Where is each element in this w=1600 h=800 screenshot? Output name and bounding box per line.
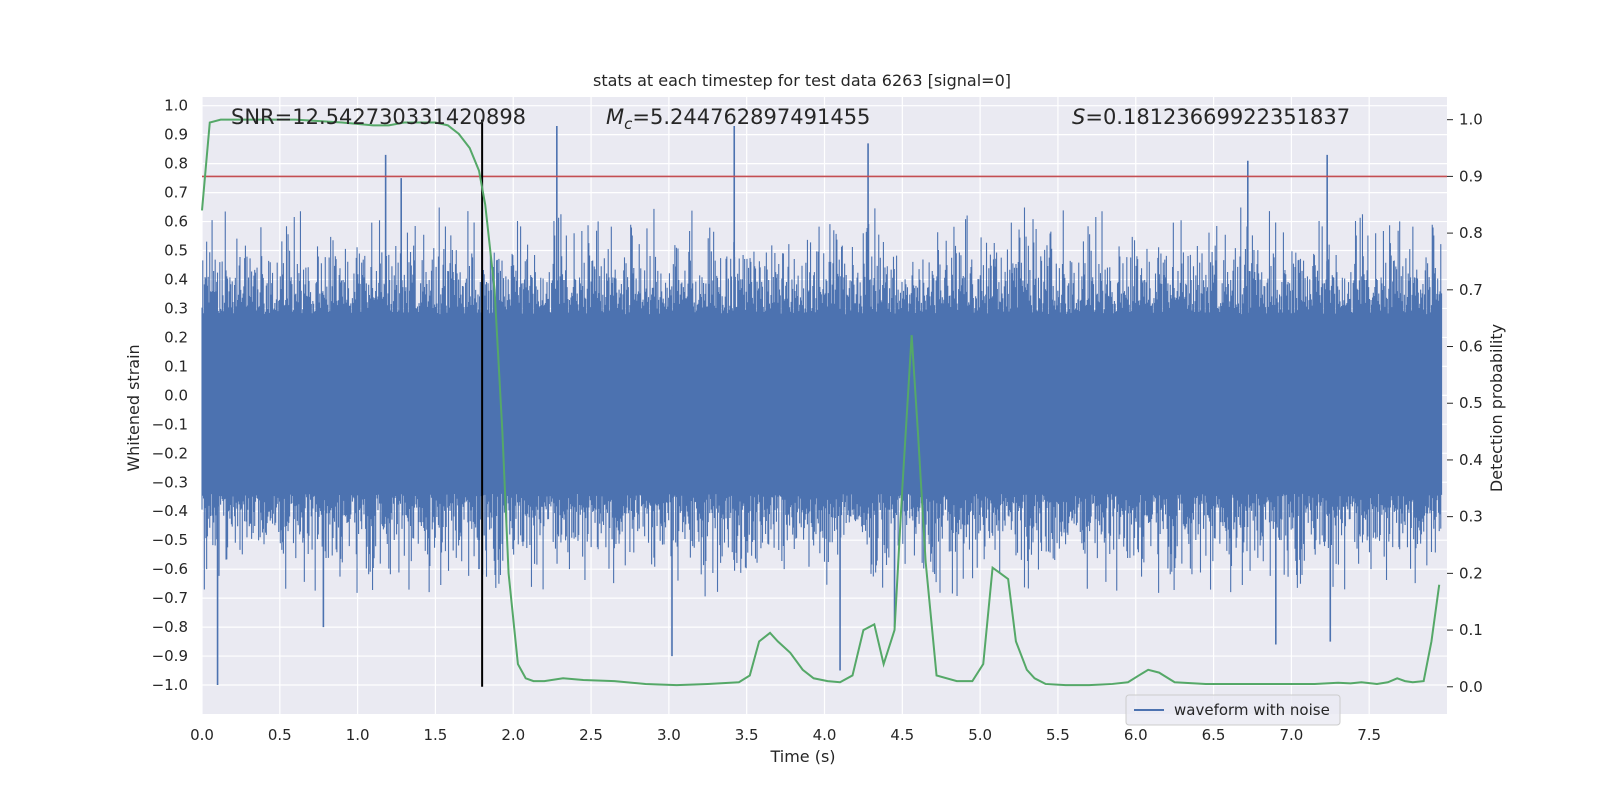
y-left-tick-label: 1.0 [164, 97, 188, 115]
x-tick-label: 3.0 [657, 726, 681, 744]
x-tick-label: 1.0 [346, 726, 370, 744]
chart-title: stats at each timestep for test data 626… [593, 71, 1011, 90]
y-left-tick-label: 0.8 [164, 155, 188, 173]
y-right-tick-label: 0.5 [1459, 394, 1483, 412]
x-tick-label: 3.5 [735, 726, 759, 744]
y-right-tick-label: 0.9 [1459, 167, 1483, 185]
x-tick-label: 2.5 [579, 726, 603, 744]
y-left-tick-label: 0.3 [164, 299, 188, 317]
x-tick-label: 0.5 [268, 726, 292, 744]
waveform-series [201, 125, 1443, 686]
x-axis-label: Time (s) [769, 747, 835, 766]
y-right-tick-label: 0.0 [1459, 678, 1483, 696]
x-tick-label: 6.0 [1124, 726, 1148, 744]
y-left-tick-label: 0.4 [164, 270, 188, 288]
detection-probability-line [201, 118, 1441, 687]
x-tick-label: 1.5 [424, 726, 448, 744]
y-left-tick-label: 0.1 [164, 357, 188, 375]
y-left-tick-label: −0.4 [152, 502, 188, 520]
x-tick-label: 7.0 [1279, 726, 1303, 744]
x-tick-label: 4.5 [890, 726, 914, 744]
overlay-lines [202, 119, 1447, 687]
y-left-tick-label: −1.0 [152, 676, 188, 694]
y-left-tick-label: 0.2 [164, 328, 188, 346]
legend: waveform with noise [1125, 694, 1341, 726]
y-left-tick-label: 0.0 [164, 386, 188, 404]
y-axis-label-right: Detection probability [1487, 324, 1506, 492]
y-left-tick-label: 0.5 [164, 242, 188, 260]
y-left-tick-label: −0.1 [152, 415, 188, 433]
y-right-tick-label: 0.3 [1459, 508, 1483, 526]
s-annotation: S=0.18123669922351837 [1072, 105, 1350, 129]
legend-box [1125, 694, 1341, 726]
mc-value: =5.244762897491455 [632, 105, 870, 129]
x-tick-label: 7.5 [1357, 726, 1381, 744]
y-left-tick-label: −0.2 [152, 444, 188, 462]
x-tick-label: 0.0 [190, 726, 214, 744]
y-axis-label-left: Whitened strain [124, 344, 143, 471]
snr-annotation: SNR=12.542730331420898 [231, 105, 526, 129]
y-left-tick-label: −0.6 [152, 560, 188, 578]
y-left-tick-label: −0.9 [152, 647, 188, 665]
x-tick-label: 6.5 [1202, 726, 1226, 744]
y-right-tick-label: 0.4 [1459, 451, 1483, 469]
x-axis: 0.0 0.5 1.0 1.5 2.0 2.5 3.0 3.5 4.0 4.5 5.0 5.5 6.0 6… [190, 726, 1381, 744]
y-right-tick-label: 0.7 [1459, 281, 1483, 299]
y-axis-right: 1.0 0.9 0.8 0.7 0.6 0.5 0.4 0.3 0.2 0.1 0.0 [1447, 111, 1483, 696]
y-left-tick-label: −0.3 [152, 473, 188, 491]
legend-label: waveform with noise [1174, 701, 1330, 719]
chirp-mass-annotation: Mc=5.244762897491455 [606, 105, 870, 133]
x-tick-label: 4.0 [813, 726, 837, 744]
y-left-tick-label: 0.9 [164, 126, 188, 144]
x-tick-label: 2.0 [501, 726, 525, 744]
mc-symbol: M [606, 105, 624, 129]
detection-probability-series [201, 118, 1441, 687]
y-axis-left: 1.0 0.9 0.8 0.7 0.6 0.5 0.4 0.3 0.2 0.1 0.0 −0.1 −0.… [152, 97, 188, 694]
y-right-tick-label: 1.0 [1459, 111, 1483, 129]
y-right-tick-label: 0.1 [1459, 621, 1483, 639]
x-tick-label: 5.5 [1046, 726, 1070, 744]
y-left-tick-label: 0.7 [164, 184, 188, 202]
y-right-tick-label: 0.6 [1459, 338, 1483, 356]
y-left-tick-label: −0.5 [152, 531, 188, 549]
mc-subscript: c [624, 115, 633, 133]
s-symbol: S [1072, 105, 1085, 129]
waveform-noise-path [201, 207, 1443, 597]
x-tick-label: 5.0 [968, 726, 992, 744]
y-left-tick-label: −0.8 [152, 618, 188, 636]
y-right-tick-label: 0.8 [1459, 224, 1483, 242]
y-left-tick-label: −0.7 [152, 589, 188, 607]
y-left-tick-label: 0.6 [164, 213, 188, 231]
s-value: =0.18123669922351837 [1085, 105, 1350, 129]
y-right-tick-label: 0.2 [1459, 564, 1483, 582]
